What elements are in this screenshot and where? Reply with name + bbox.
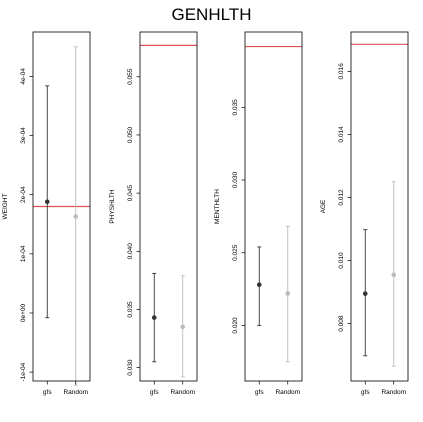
- x-tick-label: Random: [170, 389, 195, 396]
- chart-panel: MENTHLTH 0.020 0.025 0.030 0.035 gfs Random: [214, 31, 303, 396]
- y-tick-label: 0.035: [232, 99, 239, 116]
- y-tick-label: 0e+00: [20, 303, 27, 322]
- x-tick-label: gfs: [361, 389, 370, 396]
- y-tick-label: 0.050: [127, 126, 134, 143]
- y-tick-label: 0.055: [127, 68, 134, 85]
- y-tick-label: 0.010: [338, 252, 345, 269]
- x-tick-label: gfs: [150, 389, 159, 396]
- data-point: [256, 282, 262, 288]
- y-tick-label: 0.040: [127, 243, 134, 260]
- chart-panel: AGE 0.008 0.010 0.012 0.014 0.016 gfs Random: [320, 31, 409, 396]
- x-tick-label: Random: [381, 389, 406, 396]
- y-tick-label: 0.030: [232, 172, 239, 189]
- plot-frame: [139, 31, 198, 382]
- x-tick-label: Random: [63, 389, 88, 396]
- data-point: [44, 199, 50, 205]
- plot-frame: [244, 31, 303, 382]
- chart-panels: WEIGHT -1e-04 0e+00 1e-04 2e-04 3e-04 4e-04 gfs…: [2, 31, 409, 396]
- data-point: [362, 291, 368, 296]
- y-tick-label: 0.020: [232, 317, 239, 334]
- y-tick-label: 3e-04: [20, 127, 27, 144]
- chart-panel: PHYSHLTH 0.030 0.035 0.040 0.045 0.050 0.055 gf…: [109, 31, 198, 396]
- y-tick-label: -1e-04: [20, 362, 27, 381]
- x-tick-label: Random: [275, 389, 300, 396]
- y-axis-label: WEIGHT: [2, 193, 9, 219]
- data-point: [73, 214, 79, 219]
- y-tick-label: 0.030: [127, 359, 134, 376]
- data-point: [285, 291, 291, 296]
- y-tick-label: 0.035: [127, 301, 134, 318]
- y-tick-label: 4e-04: [20, 68, 27, 85]
- data-point: [151, 315, 157, 320]
- y-tick-label: 2e-04: [20, 186, 27, 203]
- y-tick-label: 1e-04: [20, 245, 27, 262]
- plot-frame: [32, 31, 91, 382]
- x-tick-label: gfs: [255, 389, 264, 396]
- y-tick-label: 0.014: [338, 126, 345, 143]
- x-tick-label: gfs: [43, 389, 52, 396]
- y-axis-label: AGE: [320, 199, 327, 213]
- y-axis-label: PHYSHLTH: [109, 189, 116, 223]
- chart-title: GENHLTH: [172, 5, 252, 24]
- data-point: [391, 272, 397, 278]
- plot-frame: [350, 31, 409, 382]
- y-tick-label: 0.045: [127, 185, 134, 202]
- y-tick-label: 0.008: [338, 315, 345, 332]
- y-tick-label: 0.016: [338, 63, 345, 80]
- y-tick-label: 0.025: [232, 244, 239, 261]
- y-axis-label: MENTHLTH: [214, 189, 221, 224]
- y-tick-label: 0.012: [338, 189, 345, 206]
- data-point: [180, 324, 186, 330]
- chart-panel: WEIGHT -1e-04 0e+00 1e-04 2e-04 3e-04 4e-04 gfs…: [2, 31, 91, 396]
